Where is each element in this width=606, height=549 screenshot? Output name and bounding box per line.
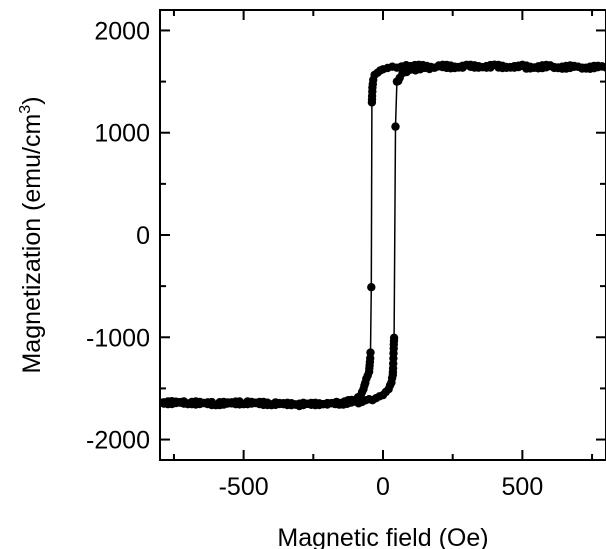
series-line [160, 65, 606, 405]
x-tick-label: 500 [502, 473, 544, 501]
y-tick-label: 0 [136, 222, 150, 250]
data-point [367, 283, 376, 292]
y-tick-label: 2000 [94, 17, 150, 45]
x-axis-title: Magnetic field (Oe) [277, 524, 488, 549]
y-axis-title-main: Magnetization (emu/cm [18, 114, 46, 374]
y-axis-title-close: ) [18, 96, 46, 104]
x-tick-label: -500 [219, 473, 269, 501]
series-group [160, 60, 606, 411]
data-point [391, 122, 400, 131]
data-point [366, 348, 375, 357]
ticks-layer: -500 0 500 -2000 -1000 0 1000 2000 [86, 10, 606, 501]
x-tick-label: 0 [376, 473, 390, 501]
y-tick-label: -2000 [86, 427, 150, 455]
series-line [160, 65, 606, 406]
data-point [392, 77, 402, 86]
y-axis-title-superscript: 3 [17, 105, 34, 114]
y-tick-label: -1000 [86, 324, 150, 352]
data-layer [160, 60, 606, 411]
y-axis-title: Magnetization (emu/cm3) [17, 96, 46, 373]
y-tick-label: 1000 [94, 120, 150, 148]
data-point [160, 398, 165, 407]
